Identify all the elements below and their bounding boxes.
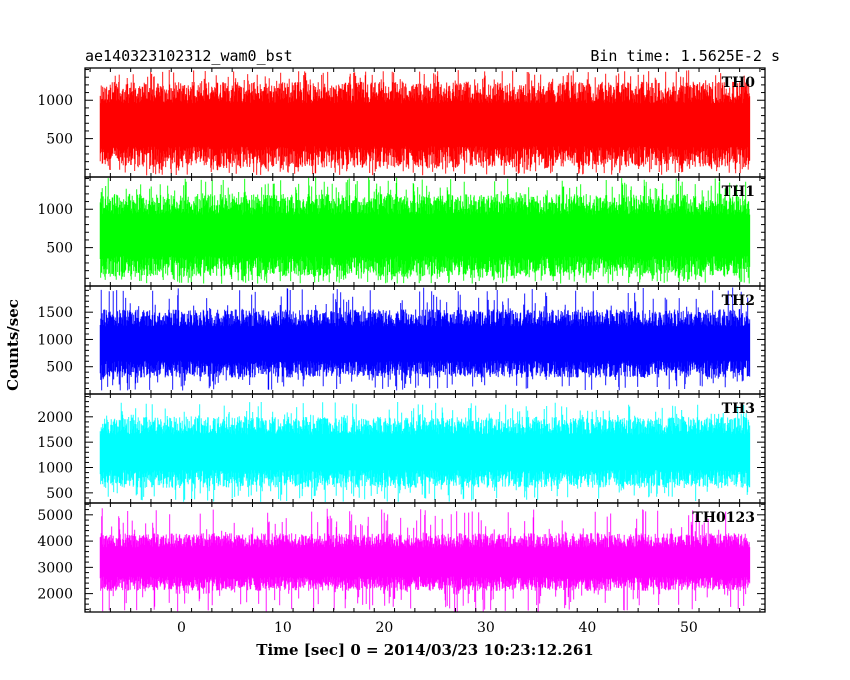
- y-tick-label: 3000: [37, 560, 73, 576]
- y-tick-label: 500: [46, 360, 73, 376]
- y-tick-label: 1500: [37, 435, 73, 451]
- x-tick-label: 10: [274, 620, 292, 636]
- series-th2: [99, 287, 751, 391]
- y-tick-label: 1000: [37, 93, 73, 109]
- x-tick-labels: 0 10 20 30 40 50: [177, 620, 698, 636]
- panel-label: TH0123: [692, 510, 755, 526]
- panel-label: TH3: [722, 401, 755, 417]
- panel-th3: 500 1000 1500 2000 TH3: [37, 393, 766, 504]
- y-tick-label: 4000: [37, 534, 73, 550]
- x-tick-label: 0: [177, 620, 186, 636]
- y-tick-label: 500: [46, 241, 73, 257]
- panel-label: TH2: [722, 293, 755, 309]
- panel-th0123: 2000 3000 4000 5000 TH0123: [37, 502, 766, 613]
- y-tick-label: 1000: [37, 461, 73, 477]
- y-tick-label: 500: [46, 132, 73, 148]
- series-th0: [99, 70, 751, 176]
- y-tick-label: 1000: [37, 202, 73, 218]
- y-tick-label: 2000: [37, 410, 73, 426]
- panel-label: TH0: [722, 75, 756, 91]
- panel-th2: 500 1000 1500 TH2: [37, 285, 766, 395]
- x-tick-label: 20: [375, 620, 393, 636]
- y-tick-label: 1000: [37, 332, 73, 348]
- y-tick-label: 500: [46, 486, 73, 502]
- x-tick-label: 50: [680, 620, 698, 636]
- x-axis-label: Time [sec] 0 = 2014/03/23 10:23:12.261: [256, 641, 593, 659]
- y-tick-label: 5000: [37, 508, 73, 524]
- panel-label: TH1: [722, 184, 755, 200]
- panel-th1: 500 1000 TH1: [37, 176, 766, 287]
- series-th1: [99, 177, 751, 284]
- y-tick-label: 1500: [37, 305, 73, 321]
- series-th3: [99, 402, 751, 502]
- y-axis-label: Counts/sec: [4, 299, 22, 391]
- panels: 500 1000 TH0 500 1000 TH1 500 1000 1500 TH2 500 100…: [37, 67, 766, 613]
- x-tick-label: 30: [477, 620, 495, 636]
- panel-th0: 500 1000 TH0: [37, 67, 766, 178]
- panel-frame: [84, 502, 766, 613]
- series-th0123: [99, 508, 751, 612]
- chart-title-left: ae140323102312_wam0_bst: [85, 47, 293, 65]
- chart-title-right: Bin time: 1.5625E-2 s: [590, 47, 780, 65]
- y-tick-label: 2000: [37, 587, 73, 603]
- x-tick-label: 40: [578, 620, 596, 636]
